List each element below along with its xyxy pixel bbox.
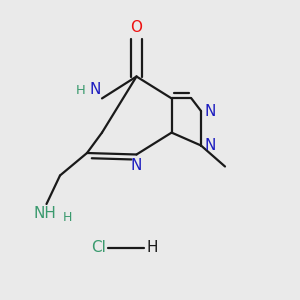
Text: N: N [89,82,100,97]
Text: Cl: Cl [91,240,106,255]
Text: H: H [76,84,86,97]
Text: N: N [204,103,215,118]
Text: N: N [131,158,142,172]
Text: NH: NH [34,206,56,221]
Text: H: H [146,240,158,255]
Text: N: N [204,138,215,153]
Text: O: O [130,20,142,35]
Text: H: H [63,211,72,224]
